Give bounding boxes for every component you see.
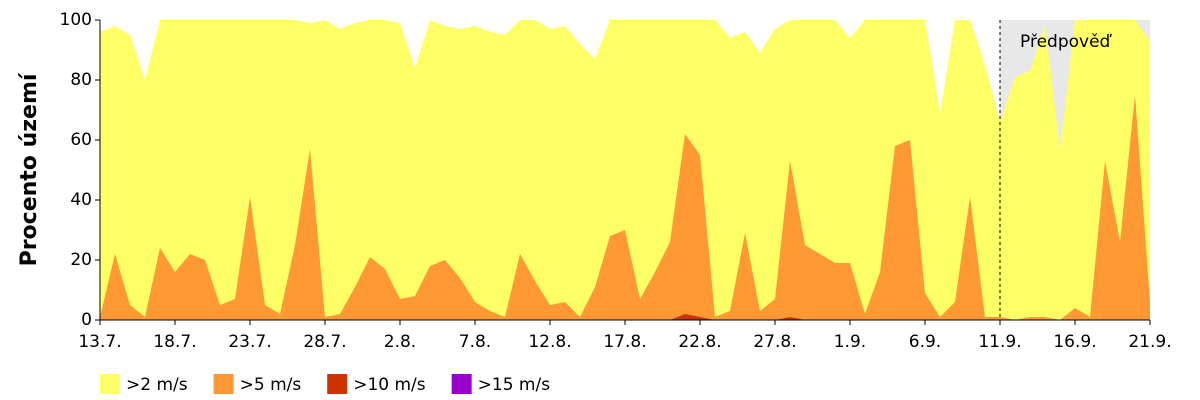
x-tick-label: 23.7. [228, 332, 271, 352]
y-tick-label: 100 [60, 10, 92, 30]
x-tick-label: 16.9. [1053, 332, 1096, 352]
legend-swatch [451, 374, 472, 394]
y-tick-label: 80 [70, 70, 92, 90]
legend-label: >5 m/s [240, 375, 302, 395]
x-tick-label: 27.8. [753, 332, 796, 352]
x-tick-label: 13.7. [78, 332, 121, 352]
legend-label: >15 m/s [478, 375, 551, 395]
legend-swatch [213, 374, 234, 394]
x-tick-label: 17.8. [603, 332, 646, 352]
y-tick-label: 0 [81, 310, 92, 330]
area [100, 95, 1150, 320]
x-tick-label: 21.9. [1128, 332, 1171, 352]
y-axis-label: Procento území [17, 72, 42, 266]
y-tick-label: 40 [70, 190, 92, 210]
x-tick-label: 22.8. [678, 332, 721, 352]
x-tick-label: 28.7. [303, 332, 346, 352]
legend-label: >2 m/s [126, 375, 188, 395]
x-tick-label: 11.9. [978, 332, 1021, 352]
x-tick-label: 6.9. [909, 332, 941, 352]
annotation: Předpověď [1020, 32, 1113, 52]
x-tick-label: 7.8. [459, 332, 491, 352]
legend-swatch [327, 374, 348, 394]
x-tick-label: 18.7. [153, 332, 196, 352]
y-tick-label: 60 [70, 130, 92, 150]
x-tick-label: 2.8. [384, 332, 416, 352]
x-tick-label: 1.9. [834, 332, 866, 352]
legend-swatch [100, 374, 120, 394]
x-tick-label: 12.8. [528, 332, 571, 352]
legend-label: >10 m/s [353, 375, 426, 395]
y-tick-label: 20 [70, 250, 92, 270]
